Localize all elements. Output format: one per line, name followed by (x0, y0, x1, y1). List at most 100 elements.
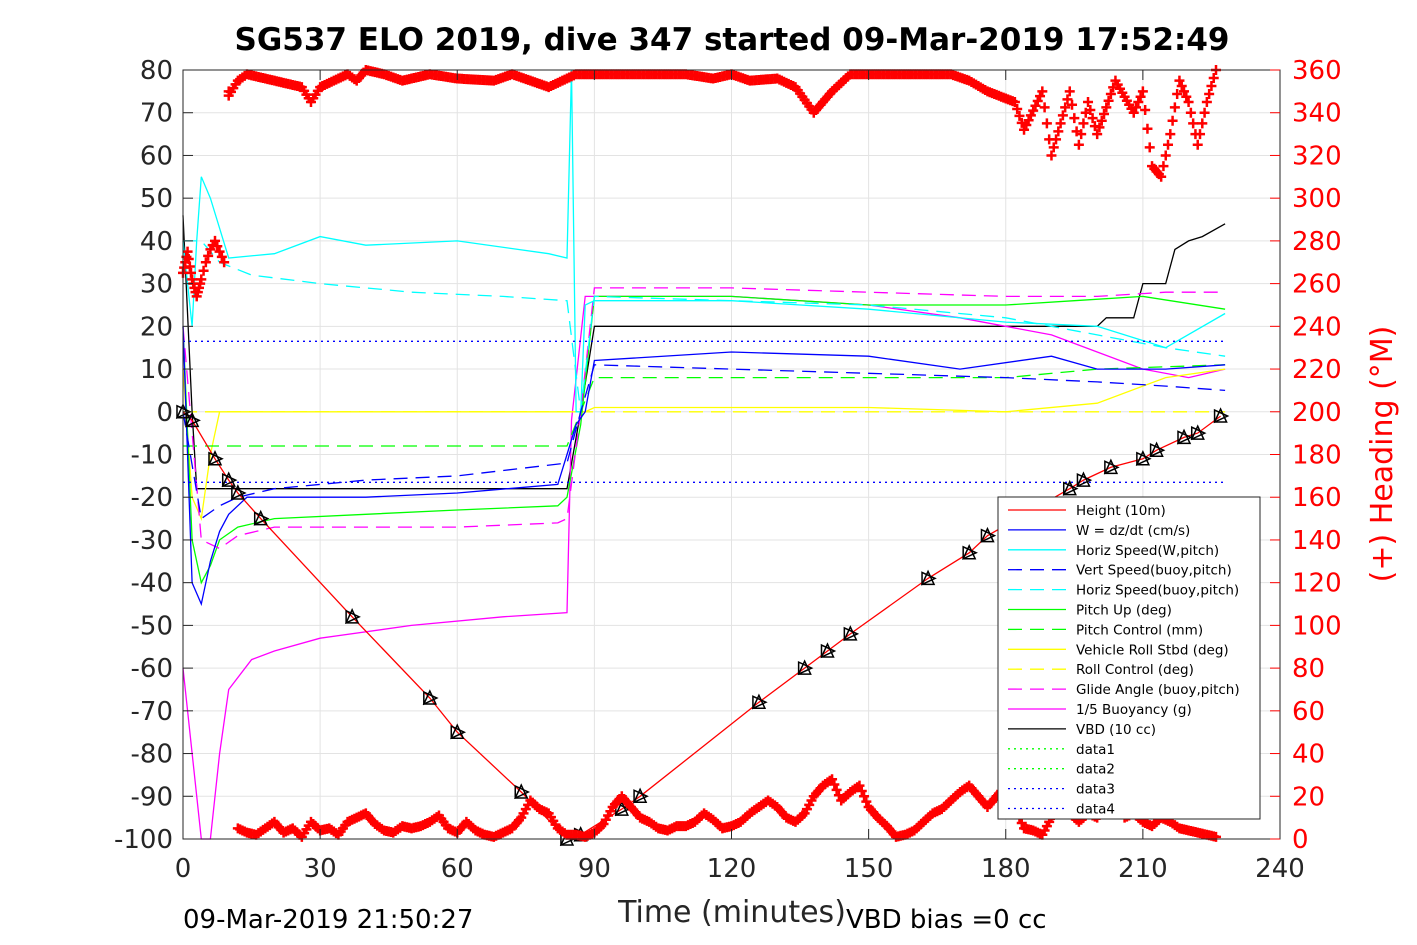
height-marker (1104, 460, 1120, 475)
heading-marker (1188, 118, 1199, 129)
y2-tick-label: 0 (1292, 825, 1309, 855)
x-tick-label: 210 (1118, 854, 1168, 884)
height-marker (185, 413, 201, 428)
y-tick-label: -30 (131, 526, 173, 556)
heading-marker (1048, 142, 1059, 153)
x-tick-label: 120 (707, 854, 757, 884)
height-marker (1076, 471, 1091, 487)
heading-marker (1183, 97, 1194, 108)
y2-tick-label: 160 (1292, 483, 1342, 513)
legend-box (997, 496, 1261, 820)
height-marker (820, 642, 835, 658)
heading-marker (1208, 73, 1219, 84)
height-marker (633, 789, 649, 804)
height-marker (797, 660, 814, 676)
height-marker (207, 449, 223, 466)
y-tick-label: -100 (114, 825, 173, 855)
y-tick-label: 0 (156, 398, 173, 428)
y-tick-label: -90 (131, 782, 173, 812)
heading-marker (1060, 102, 1071, 113)
height-marker (1062, 481, 1079, 496)
height-marker (752, 695, 768, 710)
y2-tick-label: 60 (1292, 697, 1325, 727)
height-marker (1103, 458, 1119, 475)
series-glide-angle-buoy-pitch (182, 287, 1226, 550)
heading-marker (859, 791, 870, 802)
legend-label: Pitch Control (mm) (1076, 622, 1203, 638)
y-tick-label: -80 (131, 740, 173, 770)
heading-marker (1083, 97, 1094, 108)
legend-label: Pitch Up (deg) (1076, 603, 1172, 619)
height-marker (1213, 408, 1230, 424)
heading-marker (1105, 89, 1116, 100)
y-tick-label: -50 (131, 611, 173, 641)
legend-label: VBD (10 cc) (1076, 722, 1156, 738)
legend-label: Glide Angle (buoy,pitch) (1076, 682, 1240, 698)
heading-marker (1140, 105, 1151, 116)
heading-marker (1204, 89, 1215, 100)
heading-marker (219, 257, 230, 268)
heading-marker (1055, 118, 1066, 129)
heading-marker (1062, 94, 1073, 105)
height-marker (797, 659, 812, 675)
series-w-dz-dt-cm-s (182, 326, 1226, 607)
height-marker (921, 571, 937, 586)
height-marker (1076, 472, 1093, 488)
y2-tick-label: 220 (1292, 355, 1342, 385)
heading-marker (854, 780, 865, 791)
heading-marker (1165, 129, 1176, 140)
heading-marker (1051, 134, 1062, 145)
y2-tick-label: 20 (1292, 782, 1325, 812)
x-axis-label: Time (minutes) (617, 895, 846, 930)
heading-marker (198, 265, 209, 276)
series-1-5-buoyancy-g (182, 295, 1226, 840)
heading-marker (1016, 817, 1027, 828)
y-tick-label: 20 (140, 312, 173, 342)
heading-marker (1069, 113, 1080, 124)
height-marker (1136, 451, 1152, 466)
heading-marker (1131, 102, 1142, 113)
heading-marker (1014, 110, 1025, 121)
height-marker (962, 545, 978, 560)
heading-marker (1064, 86, 1075, 97)
heading-marker (1144, 142, 1155, 153)
height-marker (450, 725, 467, 740)
y-tick-label: 30 (140, 270, 173, 300)
y-tick-label: 80 (140, 56, 173, 86)
heading-marker (1174, 75, 1185, 86)
height-marker (1149, 443, 1166, 458)
y2-tick-label: 280 (1292, 227, 1342, 257)
heading-marker (209, 235, 220, 246)
heading-marker (829, 779, 840, 790)
heading-marker (212, 241, 223, 252)
y2-tick-label: 80 (1292, 654, 1325, 684)
x-tick-label: 30 (304, 854, 337, 884)
heading-marker (1158, 161, 1169, 172)
heading-marker (1085, 105, 1096, 116)
heading-marker (1057, 110, 1068, 121)
heading-marker (203, 250, 214, 261)
chart-title: SG537 ELO 2019, dive 347 started 09-Mar-… (235, 22, 1230, 58)
heading-marker (196, 274, 207, 285)
height-marker (1149, 441, 1164, 457)
height-marker (632, 787, 648, 804)
height-marker (1190, 424, 1205, 440)
height-marker (514, 783, 529, 799)
height-marker (1176, 428, 1192, 445)
heading-marker (1073, 139, 1084, 150)
legend-label: Horiz Speed(buoy,pitch) (1076, 583, 1239, 599)
height-marker (1190, 425, 1207, 441)
y2-tick-label: 140 (1292, 526, 1342, 556)
y-tick-label: 60 (140, 141, 173, 171)
y2-tick-label: 320 (1292, 141, 1342, 171)
heading-marker (1181, 91, 1192, 102)
y2-tick-label: 240 (1292, 312, 1342, 342)
height-marker (514, 784, 531, 800)
heading-marker (827, 774, 838, 785)
heading-marker (216, 251, 227, 262)
heading-marker (831, 784, 842, 795)
legend-label: Vert Speed(buoy,pitch) (1076, 563, 1232, 579)
heading-marker (1185, 107, 1196, 118)
legend-label: data1 (1076, 742, 1115, 758)
heading-marker (1176, 81, 1187, 92)
